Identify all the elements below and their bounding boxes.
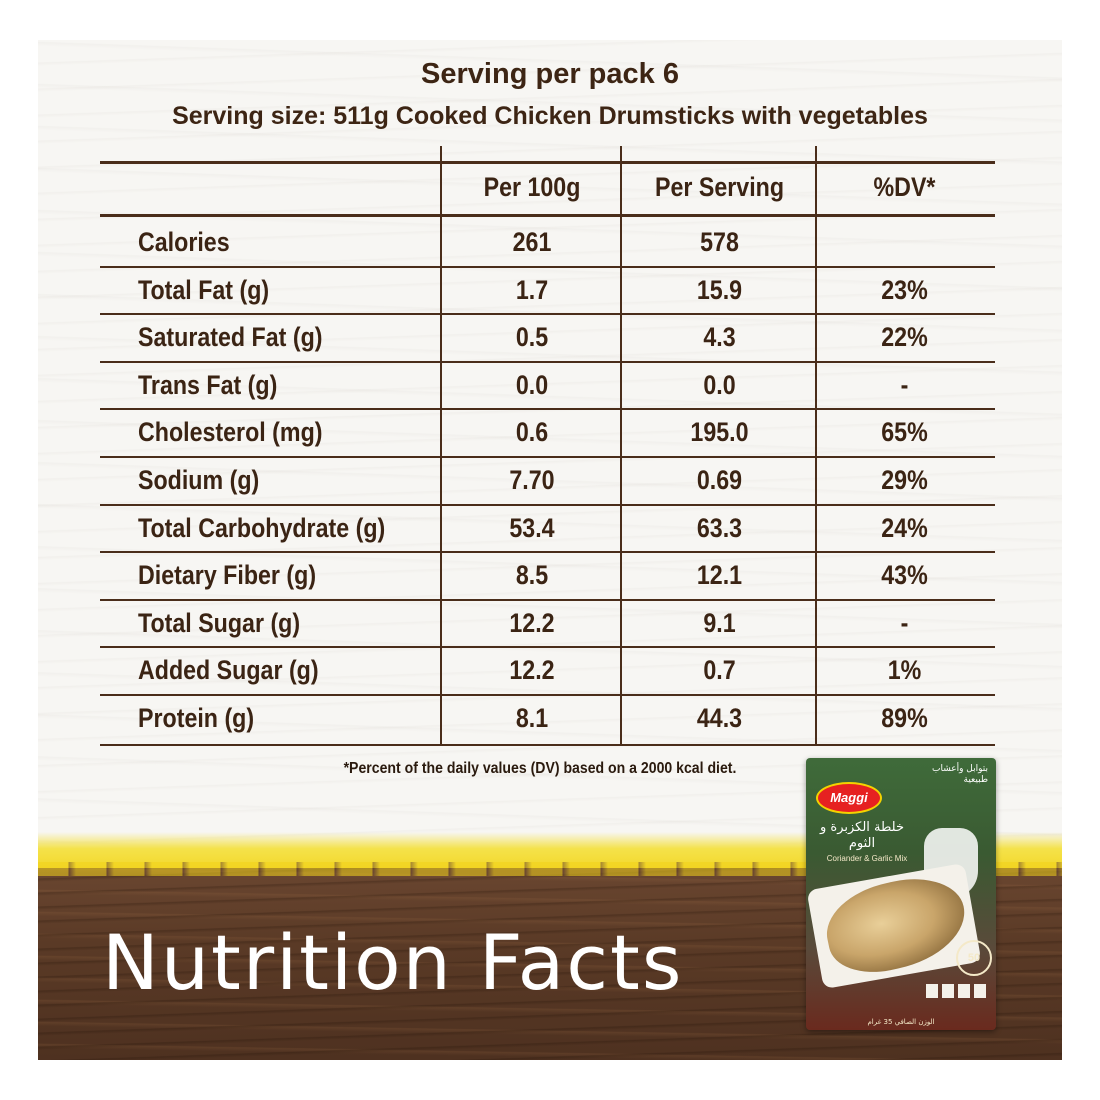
serving-size: Serving size: 511g Cooked Chicken Drumst… xyxy=(172,102,928,130)
value-dv: 22% xyxy=(881,322,928,353)
table-top-rule xyxy=(100,161,995,164)
product-package-image: بتوابل وأعشاب طبيعية Maggi خلطة الكزبرة … xyxy=(806,758,996,1030)
value-per-serving: 195.0 xyxy=(690,417,749,448)
table-bottom-rule xyxy=(100,744,995,746)
value-per-100g: 1.7 xyxy=(515,274,549,305)
column-header-per-serving: Per Serving xyxy=(654,172,785,202)
row-divider xyxy=(100,456,995,458)
header-bottom-rule xyxy=(100,214,995,217)
row-divider xyxy=(100,598,995,601)
nutrient-label: Cholesterol (mg) xyxy=(138,417,323,448)
value-per-100g: 12.2 xyxy=(509,655,555,686)
value-dv: 89% xyxy=(881,703,928,733)
package-badge: 50 xyxy=(956,940,992,976)
value-dv: 43% xyxy=(881,560,928,591)
value-dv: 65% xyxy=(881,417,928,448)
value-per-100g: 53.4 xyxy=(509,512,555,543)
row-divider xyxy=(100,694,995,696)
value-per-serving: 4.3 xyxy=(703,322,736,353)
column-header-dv: %DV* xyxy=(873,172,936,202)
serving-per-pack: Serving per pack 6 xyxy=(421,58,679,90)
nutrient-label: Added Sugar (g) xyxy=(138,655,319,686)
value-per-100g: 0.0 xyxy=(515,369,549,400)
row-divider xyxy=(100,313,995,316)
value-dv: - xyxy=(900,607,909,638)
value-per-serving: 44.3 xyxy=(696,703,743,733)
nutrient-label: Trans Fat (g) xyxy=(138,369,278,400)
column-divider xyxy=(440,146,442,746)
value-per-100g: 8.5 xyxy=(515,560,549,591)
package-arabic-title: خلطة الكزبرة و الثوم xyxy=(819,820,905,851)
value-per-serving: 578 xyxy=(700,227,739,257)
nutrition-icons-strip xyxy=(926,984,988,998)
nutrient-label: Dietary Fiber (g) xyxy=(138,560,317,591)
value-dv: 29% xyxy=(881,465,928,495)
value-per-serving: 15.9 xyxy=(696,274,743,305)
value-per-serving: 9.1 xyxy=(703,607,736,638)
footnote: *Percent of the daily values (DV) based … xyxy=(343,760,737,777)
nutrient-label: Protein (g) xyxy=(138,703,255,733)
value-per-100g: 7.70 xyxy=(509,465,555,495)
value-per-100g: 8.1 xyxy=(515,703,549,733)
value-dv: 24% xyxy=(881,512,928,543)
column-header-per-100g: Per 100g xyxy=(483,172,581,202)
value-dv: - xyxy=(900,369,909,400)
nutrient-label: Calories xyxy=(138,227,230,257)
nutrient-label: Total Sugar (g) xyxy=(138,607,301,638)
value-dv: 1% xyxy=(887,655,922,686)
value-per-serving: 0.0 xyxy=(703,369,736,400)
row-divider xyxy=(100,503,995,506)
value-per-serving: 63.3 xyxy=(696,512,743,543)
column-divider xyxy=(815,146,817,746)
value-per-100g: 12.2 xyxy=(509,607,555,638)
value-dv: 23% xyxy=(881,274,928,305)
package-arabic-tagline: بتوابل وأعشاب طبيعية xyxy=(931,764,988,785)
row-divider xyxy=(100,551,995,554)
value-per-100g: 0.6 xyxy=(515,417,549,448)
row-divider xyxy=(100,408,995,411)
nutrient-label: Total Fat (g) xyxy=(138,274,270,305)
row-divider xyxy=(100,360,995,363)
row-divider xyxy=(100,646,995,649)
nutrient-label: Total Carbohydrate (g) xyxy=(138,512,386,543)
row-divider xyxy=(100,265,995,268)
package-english-title: Coriander & Garlic Mix xyxy=(826,854,908,863)
column-divider xyxy=(620,146,622,746)
nutrition-facts-title: Nutrition Facts xyxy=(102,918,684,1007)
value-per-serving: 0.7 xyxy=(703,655,736,686)
value-per-serving: 0.69 xyxy=(696,465,743,495)
maggi-logo: Maggi xyxy=(816,782,882,814)
value-per-100g: 0.5 xyxy=(515,322,549,353)
package-weight: الوزن الصافي 35 غرام xyxy=(867,1018,935,1026)
nutrient-label: Saturated Fat (g) xyxy=(138,322,323,353)
nutrient-label: Sodium (g) xyxy=(138,465,260,495)
value-per-serving: 12.1 xyxy=(696,560,743,591)
value-per-100g: 261 xyxy=(512,227,552,257)
